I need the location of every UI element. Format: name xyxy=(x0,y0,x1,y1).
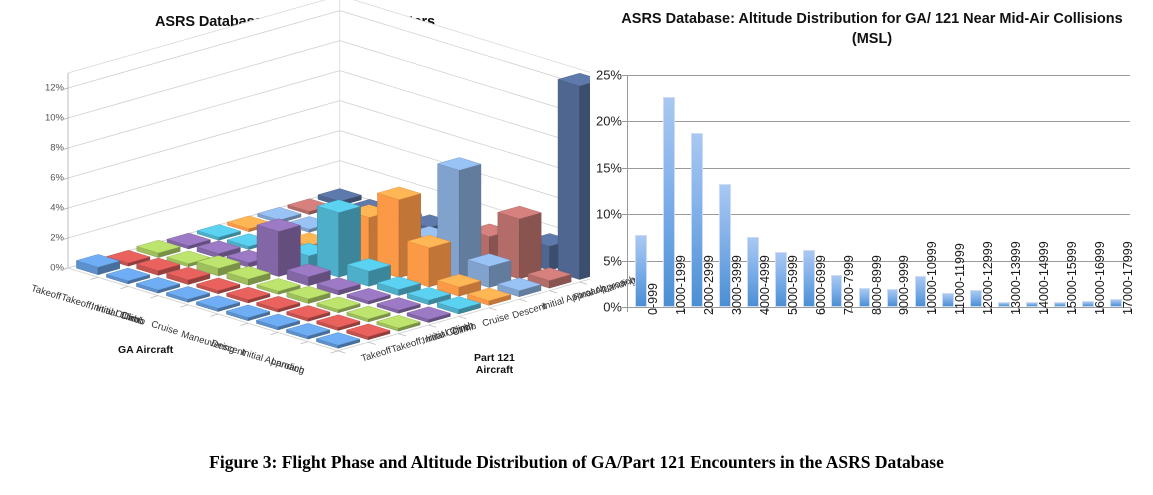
bar xyxy=(690,132,703,307)
y-axis-tick-label: 8% xyxy=(50,142,64,154)
x-axis-tick xyxy=(878,307,880,312)
y-axis-tick-label: 25% xyxy=(595,67,622,83)
x-axis-tick xyxy=(627,307,628,312)
y-axis-tick xyxy=(622,75,627,76)
y-axis-tick-label: 4% xyxy=(50,202,64,214)
x-axis-line xyxy=(627,307,1130,308)
x-axis-tick xyxy=(766,307,768,312)
bar xyxy=(663,97,675,307)
y-axis-tick-label: 20% xyxy=(595,113,622,129)
bar xyxy=(858,288,871,307)
x-axis-tick xyxy=(738,307,740,312)
bar xyxy=(1082,301,1094,307)
x-axis-tick-label: 13000-13999 xyxy=(1009,241,1024,315)
x-axis-tick xyxy=(934,307,936,312)
bar xyxy=(774,252,787,307)
x-axis-tick-label: 9000-9999 xyxy=(897,255,912,315)
x-axis-tick-label: 2000-2999 xyxy=(701,255,716,315)
bar xyxy=(635,234,647,307)
x-axis-tick xyxy=(1018,307,1020,312)
y-axis-line xyxy=(627,75,628,308)
y-axis-tick-label: 2% xyxy=(50,232,64,244)
y-axis-tick xyxy=(622,121,627,123)
y-axis-tick-label: 12% xyxy=(44,82,64,94)
bar xyxy=(970,290,983,307)
x-axis-tick xyxy=(850,307,852,312)
y-axis-tick xyxy=(622,307,627,308)
bar xyxy=(718,183,731,307)
gridline xyxy=(627,121,1130,123)
y-axis-tick-label: 10% xyxy=(595,206,622,222)
x-axis-tick xyxy=(962,307,964,312)
x-axis-tick-label: 14000-14999 xyxy=(1037,241,1052,315)
x-axis-tick xyxy=(906,307,908,312)
gridline xyxy=(627,167,1130,169)
ga-aircraft-axis-title: GA Aircraft xyxy=(118,344,174,356)
x-axis-tick xyxy=(682,307,684,312)
chart-3d-y-axis-labels: 0% 2% 4% 6% 8% 10% 12% xyxy=(18,66,64,281)
chart-bar-y-axis-labels: 0% 5% 10% 15% 20% 25% xyxy=(590,68,622,315)
x-axis-tick xyxy=(1130,307,1131,312)
x-axis-tick-label: 17000-17999 xyxy=(1121,241,1136,315)
x-axis-tick-label: 6000-6999 xyxy=(813,255,828,315)
chart-bar-plot-area xyxy=(622,75,1131,312)
y-axis-tick-label: 6% xyxy=(50,172,64,184)
bar xyxy=(914,276,927,307)
x-axis-tick xyxy=(1046,307,1048,312)
x-axis-tick-label: 12000-12999 xyxy=(981,241,996,315)
x-axis-tick-label: 5000-5999 xyxy=(785,255,800,315)
x-axis-tick xyxy=(710,307,712,312)
bar xyxy=(1054,302,1066,307)
bar xyxy=(746,237,759,307)
y-axis-tick-label: 5% xyxy=(603,253,622,269)
x-axis-tick xyxy=(1102,307,1104,312)
bar xyxy=(886,289,899,307)
bar xyxy=(830,274,843,307)
x-axis-tick-label: 0-999 xyxy=(645,283,660,315)
y-axis-tick xyxy=(622,167,627,169)
gridline xyxy=(627,214,1130,216)
bar xyxy=(1026,302,1039,307)
x-axis-tick-label: 8000-8999 xyxy=(869,255,884,315)
chart-altitude-distribution: ASRS Database: Altitude Distribution for… xyxy=(590,0,1153,430)
bar xyxy=(802,250,815,307)
chart-bar-x-axis-labels: 0-999 1000-1999 2000-2999 3000-3999 4000-499… xyxy=(627,241,1135,423)
y-axis-tick-label: 10% xyxy=(44,112,64,124)
x-axis-tick xyxy=(822,307,824,312)
x-axis-tick-label: 11000-11999 xyxy=(953,243,968,315)
y-axis-tick-label: 15% xyxy=(595,160,622,176)
gridline xyxy=(627,260,1130,262)
bar xyxy=(942,293,955,307)
x-axis-tick xyxy=(1074,307,1076,312)
x-axis-tick-label: 4000-4999 xyxy=(757,255,772,315)
part121-aircraft-axis-title: Part 121 Aircraft xyxy=(474,352,515,377)
bar xyxy=(998,302,1011,307)
x-axis-tick-label: 15000-15999 xyxy=(1065,241,1080,315)
y-axis-tick xyxy=(622,260,627,262)
x-axis-tick-label: 1000-1999 xyxy=(673,255,688,315)
chart-3d-canvas xyxy=(60,0,590,354)
x-axis-tick xyxy=(794,307,796,312)
chart-bar-title: ASRS Database: Altitude Distribution for… xyxy=(621,11,1123,47)
x-axis-tick-label: 3000-3999 xyxy=(729,255,744,315)
figure-caption: Figure 3: Flight Phase and Altitude Dist… xyxy=(209,452,944,472)
chart-3d-ga-part121-encounters: ASRS Database: GA/Part 121 Encounters 0%… xyxy=(0,0,638,430)
x-axis-tick-label: 10000-10999 xyxy=(925,241,940,315)
x-axis-tick xyxy=(654,307,656,312)
x-axis-tick xyxy=(990,307,992,312)
x-axis-tick-label: 7000-7999 xyxy=(841,255,856,315)
y-axis-tick xyxy=(622,214,627,216)
bar xyxy=(1110,298,1122,307)
y-axis-tick-label: 0% xyxy=(50,262,64,274)
gridline xyxy=(627,75,1130,76)
x-axis-tick-label: 16000-16999 xyxy=(1093,241,1108,315)
y-axis-tick-label: 0% xyxy=(603,299,622,315)
